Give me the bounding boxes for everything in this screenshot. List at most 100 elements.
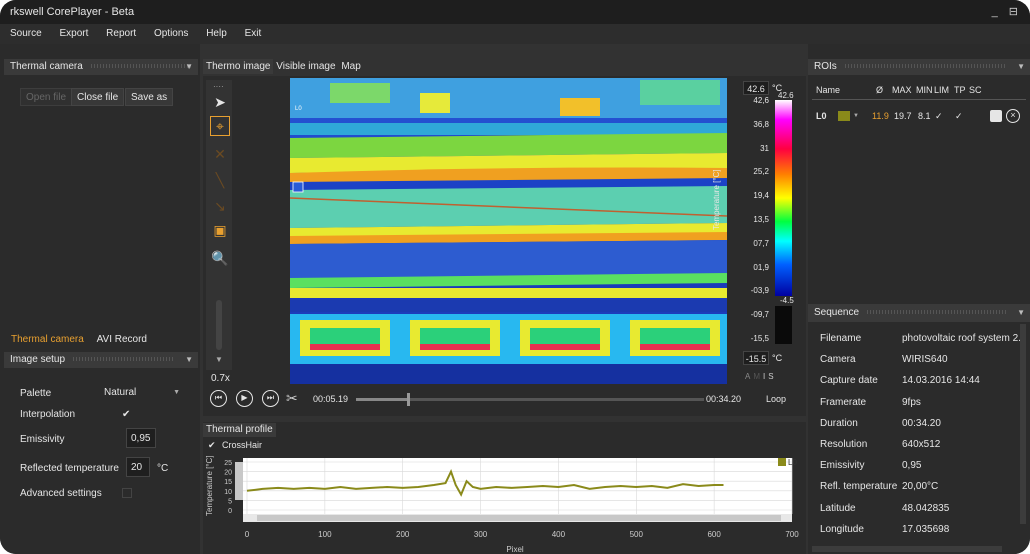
scale-mode-buttons[interactable]: AMIS (745, 372, 777, 381)
roi-row[interactable]: L0 ▼ 11.9 19.7 8.1 ✓ ✓ × (812, 106, 1026, 126)
polyline-tool-icon[interactable]: ↘ (214, 197, 226, 214)
chart-scrollbar-thumb[interactable] (257, 515, 781, 521)
save-as-button[interactable]: Save as (125, 88, 174, 106)
scale-tick-label: -03,9 (750, 286, 769, 296)
col-name: Name (816, 85, 841, 95)
sequence-value: 9fps (902, 396, 921, 408)
mode-a[interactable]: A (745, 372, 754, 381)
image-setup-title: Image setup (10, 354, 66, 365)
sequence-hscroll[interactable] (812, 546, 1002, 552)
chevron-down-icon[interactable]: ▼ (853, 113, 859, 119)
zoom-slider[interactable] (216, 300, 222, 350)
palette-label: Palette (20, 388, 52, 399)
time-current: 00:05.19 (313, 394, 349, 404)
scissors-icon[interactable]: ✂ (286, 390, 298, 406)
tab-thermo-image[interactable]: Thermo image (203, 59, 274, 74)
scale-tick-label: 42,6 (753, 96, 769, 105)
profile-chart[interactable]: L0 0 100 200 300 400 500 600 700 0 5 10 15 20 25 Pix… (205, 454, 805, 554)
scale-min-input[interactable]: -15.5 (743, 351, 769, 365)
menu-report[interactable]: Report (106, 28, 137, 39)
reflected-temperature-input[interactable]: 20 (126, 457, 150, 477)
y-axis-label: Temperature [°C] (205, 455, 214, 516)
panel-grip[interactable] (90, 64, 191, 69)
open-file-button[interactable]: Open file (20, 88, 73, 106)
roi-avg: 11.9 (872, 111, 889, 121)
play-icon[interactable]: ▶ (236, 390, 253, 407)
x-tick-label: 0 (245, 530, 250, 539)
toolbar-grip[interactable]: ···· (213, 82, 224, 91)
window-controls[interactable]: _ ⊟ (991, 6, 1022, 18)
thermal-camera-title: Thermal camera (10, 61, 83, 72)
sequence-value: 0,95 (902, 460, 922, 472)
skip-back-icon[interactable]: ⏮ (210, 390, 227, 407)
chevron-down-icon[interactable]: ▼ (1017, 308, 1025, 317)
scale-tick-label: 36,8 (753, 119, 769, 129)
tab-thermal-camera[interactable]: Thermal camera (11, 334, 84, 345)
panel-grip[interactable] (844, 64, 1005, 69)
sequence-key: Emissivity (820, 460, 865, 472)
close-icon[interactable]: × (1006, 109, 1020, 123)
close-file-button[interactable]: Close file (71, 88, 125, 106)
chevron-down-icon[interactable]: ▼ (185, 355, 193, 364)
rois-title: ROIs (814, 61, 837, 72)
title-bar: rkswell CorePlayer - Beta _ ⊟ (0, 0, 1030, 24)
sequence-value: 20,00°C (902, 481, 939, 493)
scale-tick-label: -15,5 (750, 334, 769, 343)
line-tool-icon[interactable]: ╲ (215, 171, 225, 188)
sequence-title: Sequence (814, 307, 860, 318)
loop-toggle[interactable]: Loop (766, 394, 787, 404)
menu-source[interactable]: Source (10, 28, 42, 39)
x-tick-label: 300 (474, 530, 488, 539)
mode-s[interactable]: S (768, 372, 777, 381)
mode-m[interactable]: M (753, 372, 764, 381)
thermal-profile-tab[interactable]: Thermal profile (203, 423, 276, 437)
scale-axis-label: Temperature [°C] (712, 169, 721, 230)
crosshair-checkbox[interactable]: ✔ (208, 440, 216, 450)
scale-min-unit: °C (772, 353, 783, 363)
cross-tool-icon[interactable]: ✕ (214, 145, 226, 162)
chart-vscroll[interactable] (235, 462, 243, 500)
chevron-down-icon[interactable]: ▼ (215, 355, 223, 364)
advanced-settings-checkbox[interactable] (122, 488, 132, 498)
color-scale-bar[interactable] (775, 100, 792, 296)
save-icon[interactable] (990, 110, 1002, 122)
menu-options[interactable]: Options (153, 28, 189, 39)
timeline-track[interactable] (356, 398, 704, 401)
palette-select[interactable]: Natural ▼ (104, 384, 184, 402)
panel-grip[interactable] (867, 310, 1008, 315)
spot-roi-tool-icon[interactable]: ⌖ (210, 116, 230, 136)
zoom-level: 0.7x (211, 373, 230, 384)
menu-exit[interactable]: Exit (244, 28, 262, 39)
menu-help[interactable]: Help (206, 28, 227, 39)
pointer-tool-icon[interactable]: ➤ (214, 93, 226, 110)
interpolation-checkbox[interactable]: ✔ (122, 409, 131, 420)
mode-i[interactable]: I (763, 372, 769, 381)
menu-export[interactable]: Export (59, 28, 89, 39)
chevron-down-icon[interactable]: ▼ (1017, 62, 1025, 71)
zoom-tool-icon[interactable]: 🔍 (211, 249, 229, 266)
col-avg: Ø (876, 85, 884, 95)
timeline-thumb[interactable] (407, 393, 411, 406)
rectangle-tool-icon[interactable]: ▣ (213, 221, 227, 238)
thermal-image[interactable] (290, 78, 727, 384)
roi-color-swatch[interactable] (838, 111, 850, 121)
tab-avi-record[interactable]: AVI Record (96, 334, 147, 345)
x-tick-label: 200 (396, 530, 410, 539)
col-lim: LIM (934, 85, 950, 95)
roi-marker-label[interactable]: L0 (295, 106, 302, 112)
tab-visible-image[interactable]: Visible image (276, 61, 336, 72)
x-tick-label: 600 (707, 530, 721, 539)
emissivity-input[interactable]: 0,95 (126, 428, 156, 448)
sequence-value: 17.035698 (902, 523, 950, 535)
sequence-key: Filename (820, 333, 862, 344)
chevron-down-icon[interactable]: ▼ (185, 62, 193, 71)
sequence-value: WIRIS640 (902, 354, 948, 366)
x-tick-label: 400 (552, 530, 566, 539)
tab-map[interactable]: Map (341, 61, 361, 72)
skip-forward-icon[interactable]: ⏭ (262, 390, 279, 407)
scale-max-input[interactable]: 42.6 (743, 81, 769, 95)
sequence-key: Resolution (820, 439, 868, 450)
panel-grip[interactable] (73, 357, 174, 362)
advanced-settings-label: Advanced settings (20, 488, 102, 499)
sequence-vscroll[interactable] (1020, 324, 1026, 524)
